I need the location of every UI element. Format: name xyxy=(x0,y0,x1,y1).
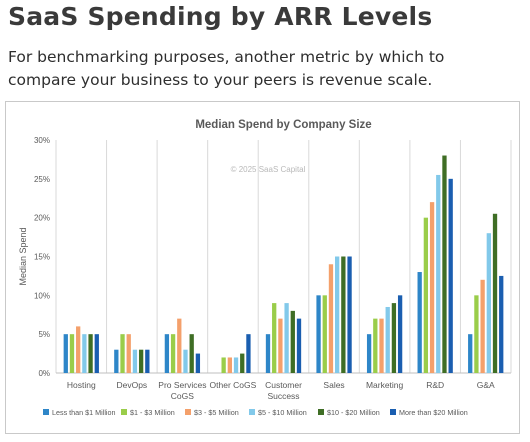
legend-swatch xyxy=(249,409,255,415)
page-title: SaaS Spending by ARR Levels xyxy=(8,2,433,31)
bar xyxy=(94,334,99,373)
legend-label: More than $20 Million xyxy=(399,408,468,417)
bar xyxy=(397,295,403,373)
bar xyxy=(272,303,277,373)
bar xyxy=(417,272,422,373)
bar xyxy=(328,264,334,373)
bar xyxy=(335,256,340,373)
bar xyxy=(183,349,188,373)
bar xyxy=(227,357,232,373)
bar xyxy=(423,217,429,373)
bar xyxy=(120,334,125,373)
x-tick-label: Success xyxy=(267,391,299,401)
y-tick-label: 10% xyxy=(34,291,50,300)
x-tick-label: Marketing xyxy=(366,380,404,390)
y-tick-label: 5% xyxy=(38,330,50,339)
bar xyxy=(195,353,201,373)
bar xyxy=(366,334,372,373)
x-tick-label: R&D xyxy=(426,380,444,390)
bar xyxy=(177,318,182,373)
y-tick-label: 0% xyxy=(38,369,50,378)
bar xyxy=(145,349,150,373)
bar xyxy=(114,349,119,373)
legend-label: Less than $1 Million xyxy=(52,408,116,417)
legend-swatch xyxy=(43,409,49,415)
bar xyxy=(233,357,239,373)
legend-swatch xyxy=(318,409,324,415)
bar xyxy=(486,233,491,373)
y-axis-label: Median Spend xyxy=(18,227,28,285)
legend-label: $1 - $3 Million xyxy=(130,408,175,417)
legend-label: $10 - $20 Million xyxy=(327,408,380,417)
bar xyxy=(322,295,327,373)
bar xyxy=(296,318,302,373)
bar xyxy=(290,310,295,373)
bar xyxy=(379,318,384,373)
bar xyxy=(429,202,435,373)
x-tick-label: Sales xyxy=(323,380,344,390)
chart-watermark: © 2025 SaaS Capital xyxy=(231,165,306,174)
bar xyxy=(278,318,283,373)
bar xyxy=(436,174,441,373)
bar xyxy=(189,334,194,373)
bar xyxy=(126,334,131,373)
x-tick-label: Pro Services xyxy=(158,380,206,390)
chart-frame: Median Spend by Company Size © 2025 SaaS … xyxy=(5,101,520,434)
x-tick-label: G&A xyxy=(477,380,495,390)
bar xyxy=(442,155,447,373)
bar xyxy=(385,306,390,373)
bar xyxy=(448,178,453,373)
bar xyxy=(132,349,138,373)
y-tick-label: 30% xyxy=(34,136,50,145)
x-tick-label: DevOps xyxy=(116,380,147,390)
legend-swatch xyxy=(390,409,396,415)
legend-swatch xyxy=(121,409,127,415)
bar xyxy=(76,326,81,373)
bar xyxy=(347,256,352,373)
bar xyxy=(221,357,226,373)
bar xyxy=(468,334,473,373)
x-tick-label: CoGS xyxy=(171,391,194,401)
bar xyxy=(480,279,485,373)
y-tick-label: 20% xyxy=(34,214,50,223)
bar xyxy=(240,353,245,373)
bar xyxy=(499,275,504,373)
bar xyxy=(341,256,346,373)
bar xyxy=(284,303,289,373)
legend-label: $3 - $5 Million xyxy=(194,408,239,417)
bar xyxy=(164,334,170,373)
bar xyxy=(82,334,87,373)
page-subtitle: For benchmarking purposes, another metri… xyxy=(8,48,445,89)
bar xyxy=(265,334,271,373)
chart-title: Median Spend by Company Size xyxy=(195,119,371,131)
bar xyxy=(474,295,479,373)
bar xyxy=(246,334,251,373)
legend-label: $5 - $10 Million xyxy=(258,408,307,417)
bar xyxy=(69,334,75,373)
y-tick-label: 25% xyxy=(34,175,50,184)
y-tick-label: 15% xyxy=(34,253,50,262)
bar xyxy=(88,334,93,373)
bar xyxy=(492,213,498,373)
x-tick-label: Other CoGS xyxy=(210,380,257,390)
bar xyxy=(63,334,68,373)
bar xyxy=(138,349,144,373)
x-tick-label: Customer xyxy=(265,380,302,390)
bar xyxy=(170,334,176,373)
x-tick-label: Hosting xyxy=(67,380,96,390)
bar-chart: Median Spend by Company Size © 2025 SaaS … xyxy=(18,119,512,417)
legend-swatch xyxy=(185,409,191,415)
bar xyxy=(373,318,378,373)
bar xyxy=(316,295,321,373)
bar xyxy=(391,303,397,373)
